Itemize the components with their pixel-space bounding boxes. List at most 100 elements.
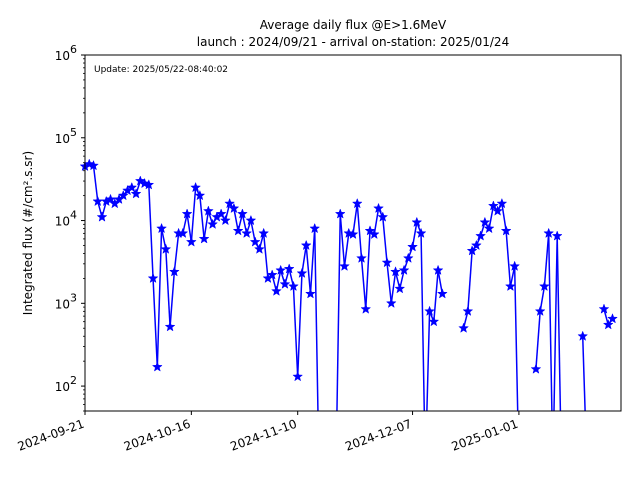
data-point-star xyxy=(126,181,138,193)
series-segment xyxy=(148,184,154,279)
data-point-star xyxy=(394,283,406,294)
data-point-star xyxy=(177,227,189,238)
series-segment xyxy=(433,270,439,322)
series-segment xyxy=(581,336,586,411)
data-point-star xyxy=(147,272,159,284)
series-segment xyxy=(152,278,159,368)
data-point-star xyxy=(475,230,487,241)
data-point-star xyxy=(598,303,610,314)
series-segment xyxy=(165,249,171,327)
update-annotation: Update: 2025/05/22-08:40:02 xyxy=(94,65,228,75)
series-segment xyxy=(262,233,269,279)
data-point-star xyxy=(185,236,197,247)
data-point-star xyxy=(88,159,99,171)
series-segment xyxy=(539,286,546,312)
chart-subtitle: launch : 2024/09/21 - arrival on-station… xyxy=(197,35,509,49)
data-point-star xyxy=(296,267,308,278)
series-segment xyxy=(505,230,512,287)
series-segment xyxy=(426,311,431,411)
chart-title: Average daily flux @E>1.6MeV xyxy=(260,18,447,32)
data-point-star xyxy=(509,260,521,271)
data-point-star xyxy=(415,227,427,238)
data-point-star xyxy=(381,256,393,268)
series-segment xyxy=(173,233,180,272)
series-segment xyxy=(186,213,193,243)
series-segment xyxy=(553,236,558,411)
series-segment xyxy=(513,266,519,411)
data-point-star xyxy=(577,330,589,341)
data-point-star xyxy=(228,202,240,214)
data-point-star xyxy=(492,205,504,216)
data-point-star xyxy=(198,233,210,244)
data-point-star xyxy=(466,245,478,256)
data-point-star xyxy=(377,211,389,222)
data-point-star xyxy=(607,313,618,324)
data-point-star xyxy=(253,243,265,254)
series-segment xyxy=(411,222,418,248)
data-point-star xyxy=(164,321,176,332)
data-point-star xyxy=(428,315,440,327)
data-point-star xyxy=(181,208,193,219)
data-point-star xyxy=(309,222,321,234)
data-point-star xyxy=(143,179,155,190)
data-point-star xyxy=(219,214,231,226)
series-segment xyxy=(386,262,393,304)
data-point-star xyxy=(245,214,257,226)
data-point-star xyxy=(385,297,397,308)
data-point-star xyxy=(241,227,253,238)
data-point-star xyxy=(249,236,261,247)
series-segment xyxy=(365,230,371,310)
data-point-star xyxy=(283,263,295,274)
series-segment xyxy=(556,236,562,411)
series-segment xyxy=(382,217,388,263)
data-point-star xyxy=(160,243,172,254)
series-segment xyxy=(199,195,205,239)
data-point-star xyxy=(411,216,423,228)
data-point-star xyxy=(496,197,508,209)
data-point-star xyxy=(292,370,304,382)
data-point-star xyxy=(279,278,291,289)
data-point-star xyxy=(275,264,287,275)
data-point-star xyxy=(500,225,512,236)
series-segment xyxy=(373,208,380,235)
series-segment xyxy=(352,203,358,235)
data-point-star xyxy=(432,264,444,275)
series-segment xyxy=(543,233,550,287)
series-segment xyxy=(313,228,319,411)
data-point-star xyxy=(134,175,146,186)
series-segment xyxy=(156,228,163,368)
data-point-star xyxy=(551,230,563,241)
data-point-star xyxy=(402,252,414,263)
data-point-star xyxy=(390,266,401,277)
data-point-star xyxy=(602,319,614,330)
series-segment xyxy=(343,233,350,267)
data-point-star xyxy=(168,266,180,277)
series-segment xyxy=(390,271,397,304)
data-point-star xyxy=(258,227,270,238)
series-segment xyxy=(339,213,346,267)
data-point-star xyxy=(266,269,278,280)
series-segment xyxy=(501,203,507,231)
series-segment xyxy=(301,245,307,274)
data-point-star xyxy=(190,181,202,193)
data-point-star xyxy=(270,285,282,296)
series-segment xyxy=(360,258,367,310)
data-point-star xyxy=(202,205,214,216)
series-segment xyxy=(292,286,299,377)
data-point-star xyxy=(347,228,359,240)
data-point-star xyxy=(288,280,299,292)
series-segment xyxy=(547,233,553,411)
data-point-star xyxy=(398,264,410,275)
data-point-star xyxy=(236,208,248,219)
data-point-star xyxy=(436,288,448,299)
series-segment xyxy=(169,271,176,327)
data-point-star xyxy=(470,239,482,251)
data-point-star xyxy=(360,303,372,314)
data-point-star xyxy=(351,197,363,209)
series-segment xyxy=(356,203,363,259)
data-point-star xyxy=(368,228,380,240)
series-segment xyxy=(190,187,197,243)
series-segment xyxy=(535,311,541,370)
